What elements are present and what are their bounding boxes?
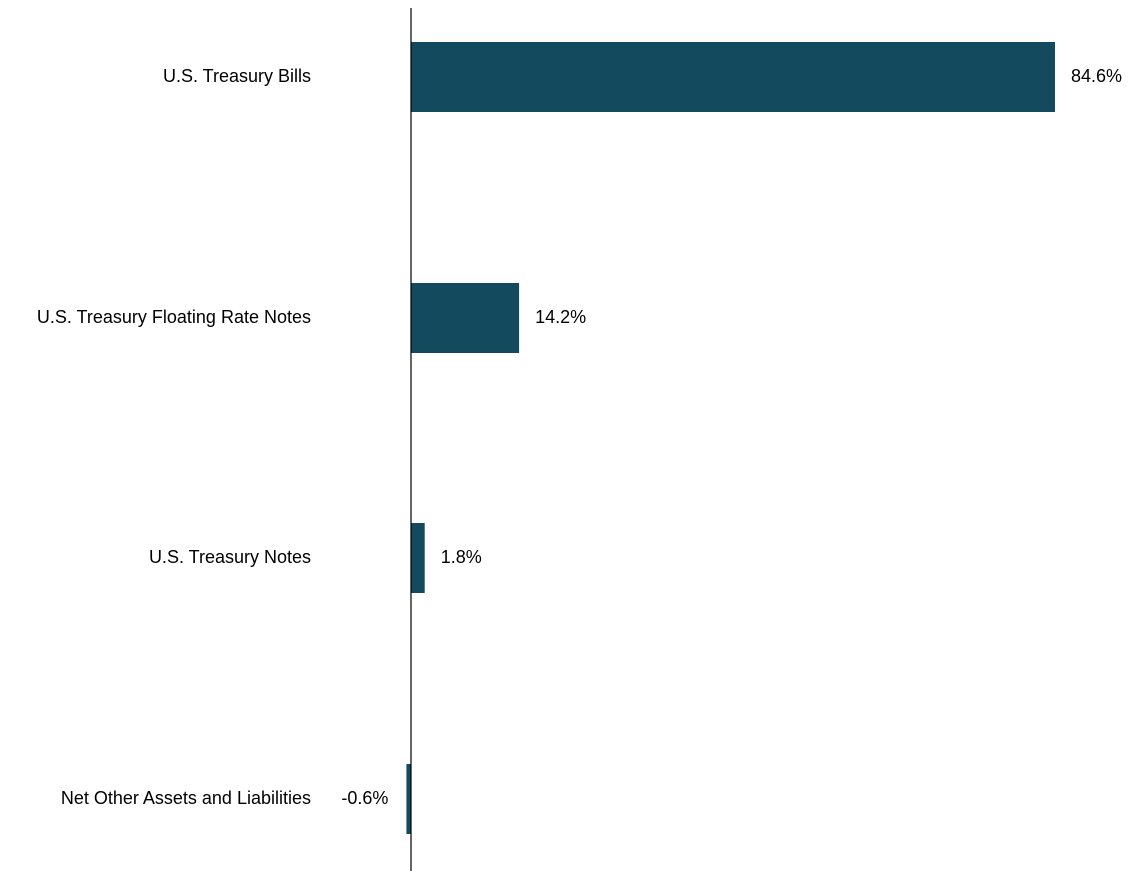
bar-2 (411, 523, 425, 593)
bar-1 (411, 283, 520, 353)
category-label: U.S. Treasury Bills (163, 66, 311, 86)
category-label: U.S. Treasury Floating Rate Notes (37, 307, 311, 327)
category-label: U.S. Treasury Notes (149, 547, 311, 567)
category-label: Net Other Assets and Liabilities (61, 788, 311, 808)
value-label: 1.8% (441, 547, 482, 567)
bars-layer (406, 42, 1055, 834)
value-label: 14.2% (535, 307, 586, 327)
labels-layer: U.S. Treasury Bills 84.6% U.S. Treasury Fl… (37, 66, 1122, 808)
value-label: 84.6% (1071, 66, 1122, 86)
value-label: -0.6% (341, 788, 388, 808)
bar-0 (411, 42, 1055, 112)
bar-3 (406, 764, 411, 834)
